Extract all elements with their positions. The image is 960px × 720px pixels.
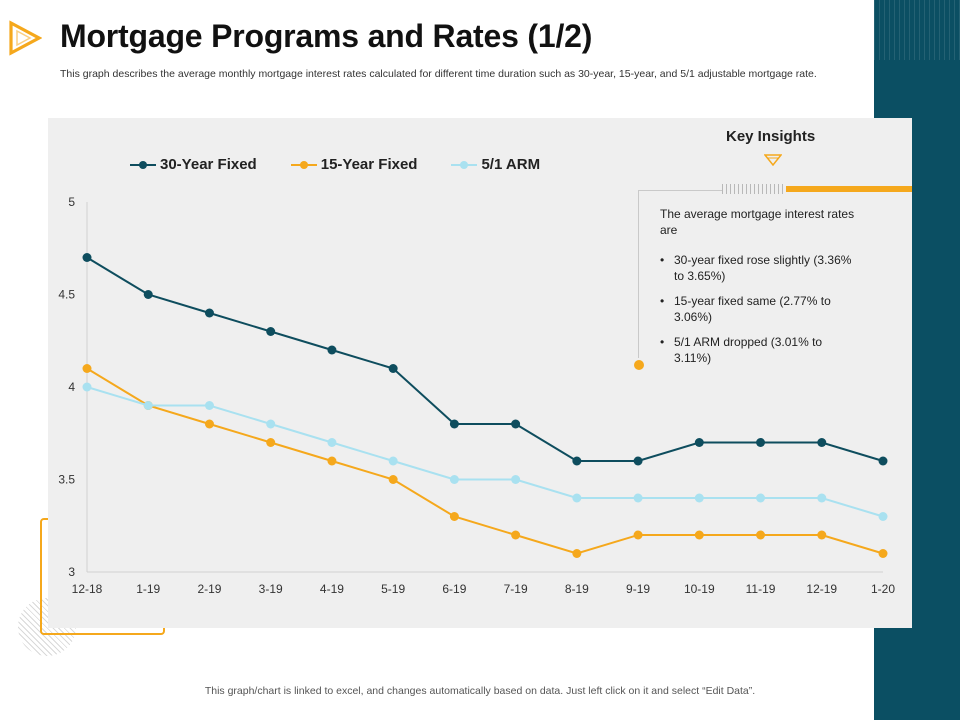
data-point-30-year-fixed bbox=[694, 438, 704, 447]
data-point-5-1-arm bbox=[266, 419, 276, 429]
legend-marker-icon bbox=[290, 159, 317, 171]
data-point-15-year-fixed bbox=[266, 438, 276, 447]
y-tick-label: 4 bbox=[68, 380, 75, 394]
footer-note: This graph/chart is linked to excel, and… bbox=[204, 685, 756, 697]
series-line-30-year-fixed bbox=[86, 256, 884, 462]
insights-intro: The average mortgage interest rates are bbox=[660, 207, 855, 237]
legend-label: 15-Year Fixed bbox=[320, 156, 418, 173]
data-point-30-year-fixed bbox=[143, 290, 153, 299]
data-point-30-year-fixed bbox=[82, 253, 92, 262]
data-point-15-year-fixed bbox=[694, 530, 704, 540]
page-subtitle: This graph describes the average monthly… bbox=[60, 68, 817, 80]
x-tick-label: 5-19 bbox=[381, 582, 405, 596]
x-tick-label: 12-18 bbox=[72, 582, 103, 596]
data-point-5-1-arm bbox=[204, 401, 214, 410]
legend-item[interactable]: 5/1 ARM bbox=[451, 156, 540, 173]
x-tick-label: 10-19 bbox=[684, 582, 715, 596]
legend-item[interactable]: 15-Year Fixed bbox=[290, 156, 418, 173]
data-point-15-year-fixed bbox=[878, 549, 888, 558]
data-point-5-1-arm bbox=[511, 475, 521, 484]
chart-panel[interactable] bbox=[48, 118, 912, 628]
data-point-15-year-fixed bbox=[511, 530, 521, 540]
y-tick-label: 4.5 bbox=[58, 288, 75, 302]
data-point-5-1-arm bbox=[756, 493, 766, 503]
data-point-15-year-fixed bbox=[633, 530, 643, 540]
y-tick-label: 3 bbox=[68, 565, 75, 579]
data-point-5-1-arm bbox=[143, 401, 153, 410]
right-band-pattern bbox=[874, 0, 960, 60]
data-point-30-year-fixed bbox=[572, 456, 582, 466]
data-point-30-year-fixed bbox=[878, 456, 888, 466]
data-point-5-1-arm bbox=[694, 493, 704, 503]
chart-legend[interactable]: 30-Year Fixed 15-Year Fixed 5/1 ARM bbox=[130, 156, 540, 173]
y-tick-label: 3.5 bbox=[58, 473, 75, 487]
data-point-15-year-fixed bbox=[756, 530, 766, 540]
data-point-15-year-fixed bbox=[817, 530, 827, 540]
legend-label: 30-Year Fixed bbox=[160, 156, 257, 173]
data-point-30-year-fixed bbox=[449, 419, 459, 429]
data-point-30-year-fixed bbox=[817, 438, 827, 447]
x-tick-label: 11-19 bbox=[746, 582, 776, 596]
data-point-5-1-arm bbox=[388, 456, 398, 466]
data-point-30-year-fixed bbox=[266, 327, 276, 336]
y-tick-label: 5 bbox=[68, 195, 75, 209]
insights-marker-dot bbox=[634, 360, 644, 370]
chevron-down-icon bbox=[764, 154, 782, 166]
data-point-5-1-arm bbox=[572, 493, 582, 503]
legend-marker-icon bbox=[451, 159, 478, 171]
insights-item: 30-year fixed rose slightly (3.36% to 3.… bbox=[660, 252, 860, 284]
x-tick-label: 9-19 bbox=[626, 582, 650, 596]
data-point-30-year-fixed bbox=[327, 345, 337, 355]
x-tick-label: 4-19 bbox=[320, 582, 344, 596]
data-point-15-year-fixed bbox=[327, 456, 337, 466]
data-point-30-year-fixed bbox=[204, 308, 214, 318]
page-title: Mortgage Programs and Rates (1/2) bbox=[60, 18, 593, 54]
data-point-5-1-arm bbox=[449, 475, 459, 484]
legend-marker-icon bbox=[130, 159, 156, 171]
data-point-30-year-fixed bbox=[633, 456, 643, 466]
insights-title: Key Insights bbox=[726, 128, 816, 145]
insights-border bbox=[638, 190, 722, 191]
chevron-right-icon bbox=[9, 20, 42, 56]
x-tick-label: 8-19 bbox=[565, 582, 589, 596]
data-point-30-year-fixed bbox=[388, 364, 398, 373]
legend-item[interactable]: 30-Year Fixed bbox=[130, 156, 257, 173]
insights-item: 5/1 ARM dropped (3.01% to 3.11%) bbox=[660, 334, 860, 366]
data-point-30-year-fixed bbox=[511, 419, 521, 429]
data-point-5-1-arm bbox=[327, 438, 337, 447]
x-tick-label: 12-19 bbox=[806, 582, 837, 596]
data-point-30-year-fixed bbox=[756, 438, 766, 447]
data-point-5-1-arm bbox=[82, 382, 92, 392]
x-tick-label: 7-19 bbox=[504, 582, 528, 596]
x-tick-label: 6-19 bbox=[442, 582, 466, 596]
x-tick-label: 1-20 bbox=[871, 582, 895, 596]
data-point-5-1-arm bbox=[878, 512, 888, 521]
insights-list: 30-year fixed rose slightly (3.36% to 3.… bbox=[660, 252, 860, 375]
data-point-5-1-arm bbox=[633, 493, 643, 503]
insights-tick-pattern bbox=[722, 184, 784, 194]
insights-accent-bar bbox=[786, 186, 912, 192]
data-point-15-year-fixed bbox=[449, 512, 459, 521]
data-point-15-year-fixed bbox=[204, 419, 214, 429]
insights-item: 15-year fixed same (2.77% to 3.06%) bbox=[660, 293, 860, 325]
legend-label: 5/1 ARM bbox=[481, 156, 541, 173]
series-line-15-year-fixed bbox=[86, 367, 884, 555]
data-point-5-1-arm bbox=[817, 493, 827, 503]
data-point-15-year-fixed bbox=[572, 549, 582, 558]
series-line-5-1-arm bbox=[86, 386, 884, 518]
insights-border-left bbox=[638, 190, 639, 358]
x-tick-label: 2-19 bbox=[197, 582, 221, 596]
x-tick-label: 1-19 bbox=[136, 582, 160, 596]
x-tick-label: 3-19 bbox=[259, 582, 283, 596]
data-point-15-year-fixed bbox=[82, 364, 92, 373]
data-point-15-year-fixed bbox=[388, 475, 398, 484]
